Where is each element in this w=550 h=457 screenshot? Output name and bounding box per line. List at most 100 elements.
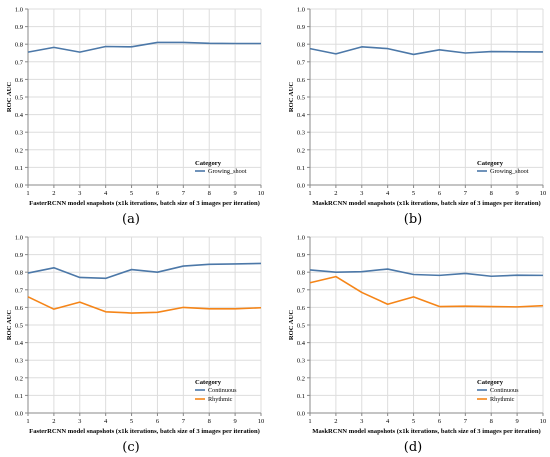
series-line-continuous [27, 262, 262, 280]
x-tick-label: 6 [438, 418, 442, 425]
x-tick-label: 4 [386, 190, 390, 197]
x-tick-label: 3 [360, 418, 363, 425]
x-tick-label: 8 [208, 190, 211, 197]
x-tick-label: 2 [52, 190, 55, 197]
y-tick-label: 0.0 [15, 411, 23, 418]
x-tick-label: 6 [156, 418, 160, 425]
panel-label-a: (a) [122, 212, 140, 227]
x-tick-label: 5 [130, 418, 133, 425]
panel-label-b: (b) [403, 212, 423, 227]
x-tick-label: 10 [540, 418, 547, 425]
y-tick-label: 0.4 [297, 112, 306, 119]
y-tick-label: 0.2 [15, 375, 23, 382]
x-tick-label: 9 [515, 418, 518, 425]
y-tick-label: 0.6 [15, 305, 24, 312]
y-tick-label: 0.7 [15, 59, 24, 66]
legend-title: Category [195, 160, 222, 167]
y-tick-label: 0.7 [297, 287, 306, 294]
x-tick-label: 10 [258, 190, 265, 197]
y-tick-label: 0.1 [15, 165, 23, 172]
x-tick-label: 7 [182, 190, 186, 197]
x-tick-label: 6 [156, 190, 160, 197]
x-tick-label: 4 [104, 190, 108, 197]
y-tick-label: 0.1 [15, 393, 23, 400]
x-tick-label: 4 [386, 418, 390, 425]
legend-entry: Rhythmic [208, 396, 233, 403]
legend-entry: Growing_shoot [490, 168, 529, 175]
y-tick-label: 0.6 [15, 77, 24, 84]
y-tick-label: 0.0 [15, 183, 23, 190]
x-tick-label: 1 [26, 190, 29, 197]
y-tick-label: 0.3 [297, 130, 305, 137]
y-axis-title: ROC AUC [6, 310, 13, 340]
panel-label-c: (c) [122, 440, 140, 455]
y-tick-label: 0.1 [297, 393, 305, 400]
x-tick-label: 3 [78, 418, 81, 425]
y-tick-label: 0.5 [15, 323, 23, 330]
y-tick-label: 0.3 [297, 358, 305, 365]
y-tick-label: 0.2 [15, 147, 23, 154]
series-line-continuous [309, 268, 544, 278]
y-tick-label: 0.1 [297, 165, 305, 172]
y-tick-label: 0.3 [15, 358, 23, 365]
y-tick-label: 0.3 [15, 130, 23, 137]
y-tick-label: 0.4 [15, 340, 24, 347]
x-tick-label: 8 [490, 418, 493, 425]
x-tick-label: 1 [308, 190, 311, 197]
x-tick-label: 7 [464, 418, 468, 425]
y-tick-label: 0.4 [15, 112, 24, 119]
y-tick-label: 0.4 [297, 340, 306, 347]
legend-title: Category [477, 379, 504, 386]
y-tick-label: 0.5 [297, 323, 305, 330]
y-tick-label: 0.9 [297, 252, 305, 259]
y-tick-label: 0.8 [15, 42, 23, 49]
x-tick-label: 3 [360, 190, 363, 197]
legend-entry: Continuous [490, 387, 519, 394]
y-tick-label: 0.6 [297, 77, 306, 84]
x-tick-label: 2 [52, 418, 55, 425]
y-tick-label: 0.7 [297, 59, 306, 66]
panel-label-d: (d) [403, 440, 423, 455]
y-tick-label: 0.6 [297, 305, 306, 312]
series-line-growing-shoot [309, 46, 544, 56]
y-tick-label: 0.9 [15, 24, 23, 31]
x-tick-label: 9 [515, 190, 518, 197]
x-tick-label: 9 [233, 190, 236, 197]
y-tick-label: 0.9 [15, 252, 23, 259]
x-tick-label: 5 [412, 418, 415, 425]
x-tick-label: 8 [490, 190, 493, 197]
x-tick-label: 7 [182, 418, 186, 425]
x-tick-label: 2 [334, 190, 337, 197]
y-tick-label: 0.2 [297, 147, 305, 154]
y-tick-label: 0.7 [15, 287, 24, 294]
y-axis-title: ROC AUC [288, 310, 295, 340]
y-tick-label: 0.5 [297, 95, 305, 102]
x-tick-label: 1 [308, 418, 311, 425]
x-tick-label: 6 [438, 190, 442, 197]
y-tick-label: 1.0 [15, 7, 23, 14]
y-tick-label: 0.5 [15, 95, 23, 102]
y-tick-label: 0.9 [297, 24, 305, 31]
x-tick-label: 10 [258, 418, 265, 425]
y-axis-title: ROC AUC [6, 82, 13, 112]
x-axis-title: FasterRCNN model snapshots (x1k iteratio… [29, 200, 260, 207]
legend-entry: Growing_shoot [208, 168, 247, 175]
x-tick-label: 10 [540, 190, 547, 197]
x-tick-label: 2 [334, 418, 337, 425]
y-tick-label: 0.8 [15, 270, 23, 277]
x-tick-label: 3 [78, 190, 81, 197]
x-axis-title: MaskRCNN model snapshots (x1k iterations… [312, 200, 540, 207]
legend-title: Category [195, 379, 222, 386]
x-axis-title: FasterRCNN model snapshots (x1k iteratio… [29, 428, 260, 435]
x-tick-label: 5 [130, 190, 133, 197]
x-tick-label: 4 [104, 418, 108, 425]
x-tick-label: 8 [208, 418, 211, 425]
x-tick-label: 1 [26, 418, 29, 425]
y-tick-label: 1.0 [297, 7, 305, 14]
y-tick-label: 0.8 [297, 270, 305, 277]
